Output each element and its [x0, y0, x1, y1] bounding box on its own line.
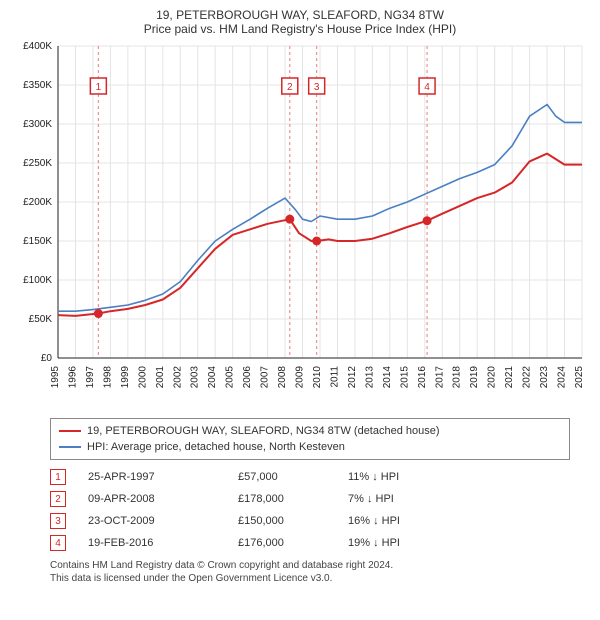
transaction-date: 19-FEB-2016	[88, 537, 238, 549]
svg-text:2011: 2011	[329, 366, 340, 388]
transaction-row: 2 09-APR-2008£178,0007% ↓ HPI	[50, 488, 570, 510]
svg-text:2018: 2018	[452, 366, 463, 389]
title-block: 19, PETERBOROUGH WAY, SLEAFORD, NG34 8TW…	[10, 8, 590, 36]
transaction-date: 09-APR-2008	[88, 493, 238, 505]
svg-text:2015: 2015	[399, 366, 410, 389]
svg-text:2020: 2020	[487, 366, 498, 389]
transaction-row: 4 19-FEB-2016£176,00019% ↓ HPI	[50, 532, 570, 554]
svg-text:2002: 2002	[172, 366, 183, 389]
svg-text:2000: 2000	[137, 366, 148, 389]
svg-text:2006: 2006	[242, 366, 253, 389]
svg-text:1997: 1997	[85, 366, 96, 389]
footnote-line2: This data is licensed under the Open Gov…	[50, 573, 570, 586]
svg-text:1998: 1998	[102, 366, 113, 389]
transaction-marker-box: 4	[50, 535, 66, 551]
svg-text:2012: 2012	[347, 366, 358, 389]
footnote-line1: Contains HM Land Registry data © Crown c…	[50, 560, 570, 573]
svg-text:2013: 2013	[364, 366, 375, 389]
svg-text:2017: 2017	[434, 366, 445, 389]
svg-text:2021: 2021	[504, 366, 515, 389]
chart-container: 19, PETERBOROUGH WAY, SLEAFORD, NG34 8TW…	[0, 0, 600, 620]
svg-text:2014: 2014	[382, 366, 393, 389]
svg-text:2019: 2019	[469, 366, 480, 389]
svg-text:£0: £0	[41, 353, 53, 364]
transactions-table: 1 25-APR-1997£57,00011% ↓ HPI 2 09-APR-2008…	[50, 466, 570, 554]
svg-text:£50K: £50K	[29, 314, 53, 325]
svg-text:2024: 2024	[557, 366, 568, 389]
transaction-row: 3 23-OCT-2009£150,00016% ↓ HPI	[50, 510, 570, 532]
legend-label-hpi: HPI: Average price, detached house, Nort…	[87, 441, 345, 453]
transaction-marker-box: 1	[50, 469, 66, 485]
transaction-price: £178,000	[238, 493, 348, 505]
svg-text:£250K: £250K	[23, 158, 52, 169]
transaction-date: 23-OCT-2009	[88, 515, 238, 527]
transaction-hpi-delta: 16% ↓ HPI	[348, 515, 468, 527]
svg-text:1996: 1996	[67, 366, 78, 389]
transaction-marker-box: 2	[50, 491, 66, 507]
transaction-row: 1 25-APR-1997£57,00011% ↓ HPI	[50, 466, 570, 488]
svg-text:2016: 2016	[417, 366, 428, 389]
svg-text:£200K: £200K	[23, 197, 52, 208]
legend-swatch-price-paid	[59, 430, 81, 433]
svg-text:£400K: £400K	[23, 41, 52, 52]
svg-text:2001: 2001	[155, 366, 166, 389]
chart-svg: £0 £50K £100K £150K £200K £250K £300K £350K £400…	[10, 40, 590, 410]
svg-text:2022: 2022	[522, 366, 533, 389]
svg-text:2008: 2008	[277, 366, 288, 389]
svg-text:2004: 2004	[207, 366, 218, 389]
svg-text:£100K: £100K	[23, 275, 52, 286]
svg-text:1: 1	[96, 82, 102, 93]
legend-item-price-paid: 19, PETERBOROUGH WAY, SLEAFORD, NG34 8TW…	[59, 423, 561, 439]
svg-text:2023: 2023	[539, 366, 550, 389]
legend-item-hpi: HPI: Average price, detached house, Nort…	[59, 439, 561, 455]
svg-text:2025: 2025	[574, 366, 585, 389]
legend: 19, PETERBOROUGH WAY, SLEAFORD, NG34 8TW…	[50, 418, 570, 460]
svg-text:3: 3	[314, 82, 320, 93]
title-subtitle: Price paid vs. HM Land Registry's House …	[10, 22, 590, 36]
transaction-hpi-delta: 19% ↓ HPI	[348, 537, 468, 549]
transaction-hpi-delta: 11% ↓ HPI	[348, 471, 468, 483]
svg-text:2003: 2003	[190, 366, 201, 389]
transaction-date: 25-APR-1997	[88, 471, 238, 483]
transaction-hpi-delta: 7% ↓ HPI	[348, 493, 468, 505]
svg-text:£350K: £350K	[23, 80, 52, 91]
legend-label-price-paid: 19, PETERBOROUGH WAY, SLEAFORD, NG34 8TW…	[87, 425, 440, 437]
svg-text:2005: 2005	[225, 366, 236, 389]
chart: £0 £50K £100K £150K £200K £250K £300K £350K £400…	[10, 40, 590, 410]
transaction-price: £150,000	[238, 515, 348, 527]
legend-swatch-hpi	[59, 446, 81, 448]
svg-text:1999: 1999	[120, 366, 131, 389]
footnote: Contains HM Land Registry data © Crown c…	[50, 560, 570, 585]
title-address: 19, PETERBOROUGH WAY, SLEAFORD, NG34 8TW	[10, 8, 590, 22]
svg-text:2010: 2010	[312, 366, 323, 389]
svg-text:2: 2	[287, 82, 293, 93]
svg-text:2007: 2007	[260, 366, 271, 389]
svg-text:4: 4	[424, 82, 430, 93]
transaction-price: £176,000	[238, 537, 348, 549]
svg-text:1995: 1995	[50, 366, 61, 389]
svg-text:2009: 2009	[295, 366, 306, 389]
svg-text:£300K: £300K	[23, 119, 52, 130]
svg-text:£150K: £150K	[23, 236, 52, 247]
transaction-marker-box: 3	[50, 513, 66, 529]
transaction-price: £57,000	[238, 471, 348, 483]
